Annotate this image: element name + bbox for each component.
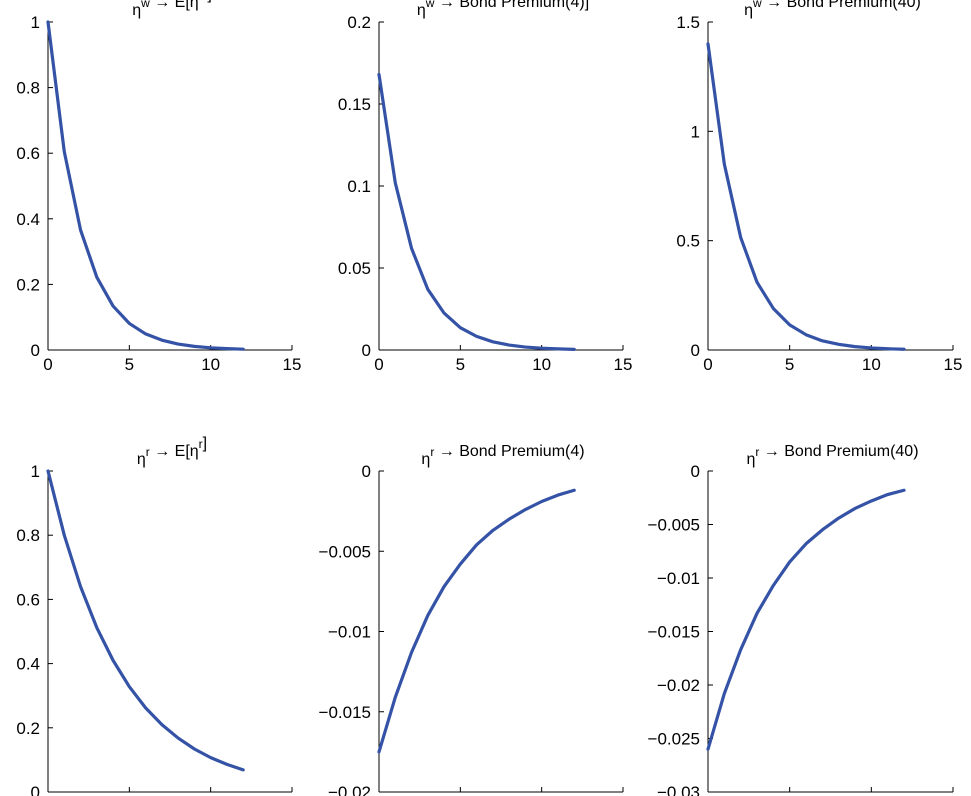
y-tick-label: 0.4 <box>16 655 40 674</box>
x-tick-label: 15 <box>614 355 633 374</box>
y-tick-label: 0.8 <box>16 526 40 545</box>
y-tick-label: 1 <box>691 122 700 141</box>
y-tick-label: −0.015 <box>319 703 371 722</box>
subplot-title: ηr → E[ηr] <box>137 435 207 468</box>
y-tick-label: 0.4 <box>16 210 40 229</box>
y-tick-label: 0 <box>691 341 700 360</box>
y-tick-label: 0.8 <box>16 79 40 98</box>
y-tick-label: 0.1 <box>347 177 371 196</box>
subplot-title: ηw → Bond Premium(4)] <box>417 0 589 19</box>
subplot-title: ηr → Bond Premium(40) <box>746 443 918 468</box>
y-tick-label: 1 <box>31 462 40 481</box>
subplot-3: 0 5 10 15 0 0.5 1 1.5 ηw → Bond Premium(40) <box>676 0 962 374</box>
series-line <box>46 469 245 772</box>
y-tick-label: 0.15 <box>338 95 371 114</box>
y-tick-label: −0.02 <box>328 783 371 796</box>
series-line <box>706 42 906 351</box>
y-tick-label: 0 <box>362 462 371 481</box>
y-tick-label: −0.01 <box>328 623 371 642</box>
y-tick-label: −0.015 <box>648 623 700 642</box>
subplot-6: 051015−0.03−0.025−0.02−0.015−0.01−0.0050… <box>648 443 954 796</box>
y-tick-label: −0.01 <box>657 569 700 588</box>
y-tick-label: 1.5 <box>676 13 700 32</box>
y-tick-label: −0.03 <box>657 783 700 796</box>
series-line <box>706 488 906 751</box>
series-line <box>46 20 245 351</box>
y-tick-label: 0.2 <box>16 275 40 294</box>
series-line <box>377 488 576 754</box>
series-line <box>377 72 576 351</box>
y-tick-label: −0.005 <box>648 516 700 535</box>
x-tick-label: 0 <box>43 355 52 374</box>
subplot-title: ηw → Bond Premium(40) <box>744 0 921 19</box>
x-tick-label: 15 <box>283 355 302 374</box>
y-tick-label: 0.6 <box>16 590 40 609</box>
subplot-1: 0 5 10 15 0 0.2 0.4 0.6 0.8 1 ηw → E[ηw] <box>16 0 301 374</box>
subplot-2: 0 5 10 15 0 0.05 0.1 0.15 0.2 ηw → Bond Premium(4… <box>338 0 633 374</box>
subplot-title: ηr → Bond Premium(4) <box>421 443 584 468</box>
x-tick-label: 10 <box>532 355 551 374</box>
y-tick-label: 0 <box>31 341 40 360</box>
y-tick-label: 0 <box>362 341 371 360</box>
x-tick-label: 5 <box>456 355 465 374</box>
x-tick-label: 5 <box>785 355 794 374</box>
x-tick-label: 15 <box>944 355 963 374</box>
x-tick-label: 0 <box>374 355 383 374</box>
y-tick-label: 1 <box>31 13 40 32</box>
y-tick-label: −0.02 <box>657 676 700 695</box>
y-tick-label: −0.025 <box>648 730 700 749</box>
y-tick-label: 0.05 <box>338 259 371 278</box>
x-tick-label: 10 <box>862 355 881 374</box>
y-tick-label: 0.2 <box>347 13 371 32</box>
y-tick-label: 0 <box>691 462 700 481</box>
y-tick-label: 0.5 <box>676 232 700 251</box>
y-tick-label: 0.2 <box>16 719 40 738</box>
x-tick-label: 10 <box>201 355 220 374</box>
subplot-title: ηw → E[ηw] <box>132 0 212 19</box>
x-tick-label: 5 <box>125 355 134 374</box>
y-tick-label: −0.005 <box>319 542 371 561</box>
y-tick-label: 0.6 <box>16 144 40 163</box>
y-tick-label: 0 <box>31 783 40 796</box>
x-tick-label: 0 <box>703 355 712 374</box>
